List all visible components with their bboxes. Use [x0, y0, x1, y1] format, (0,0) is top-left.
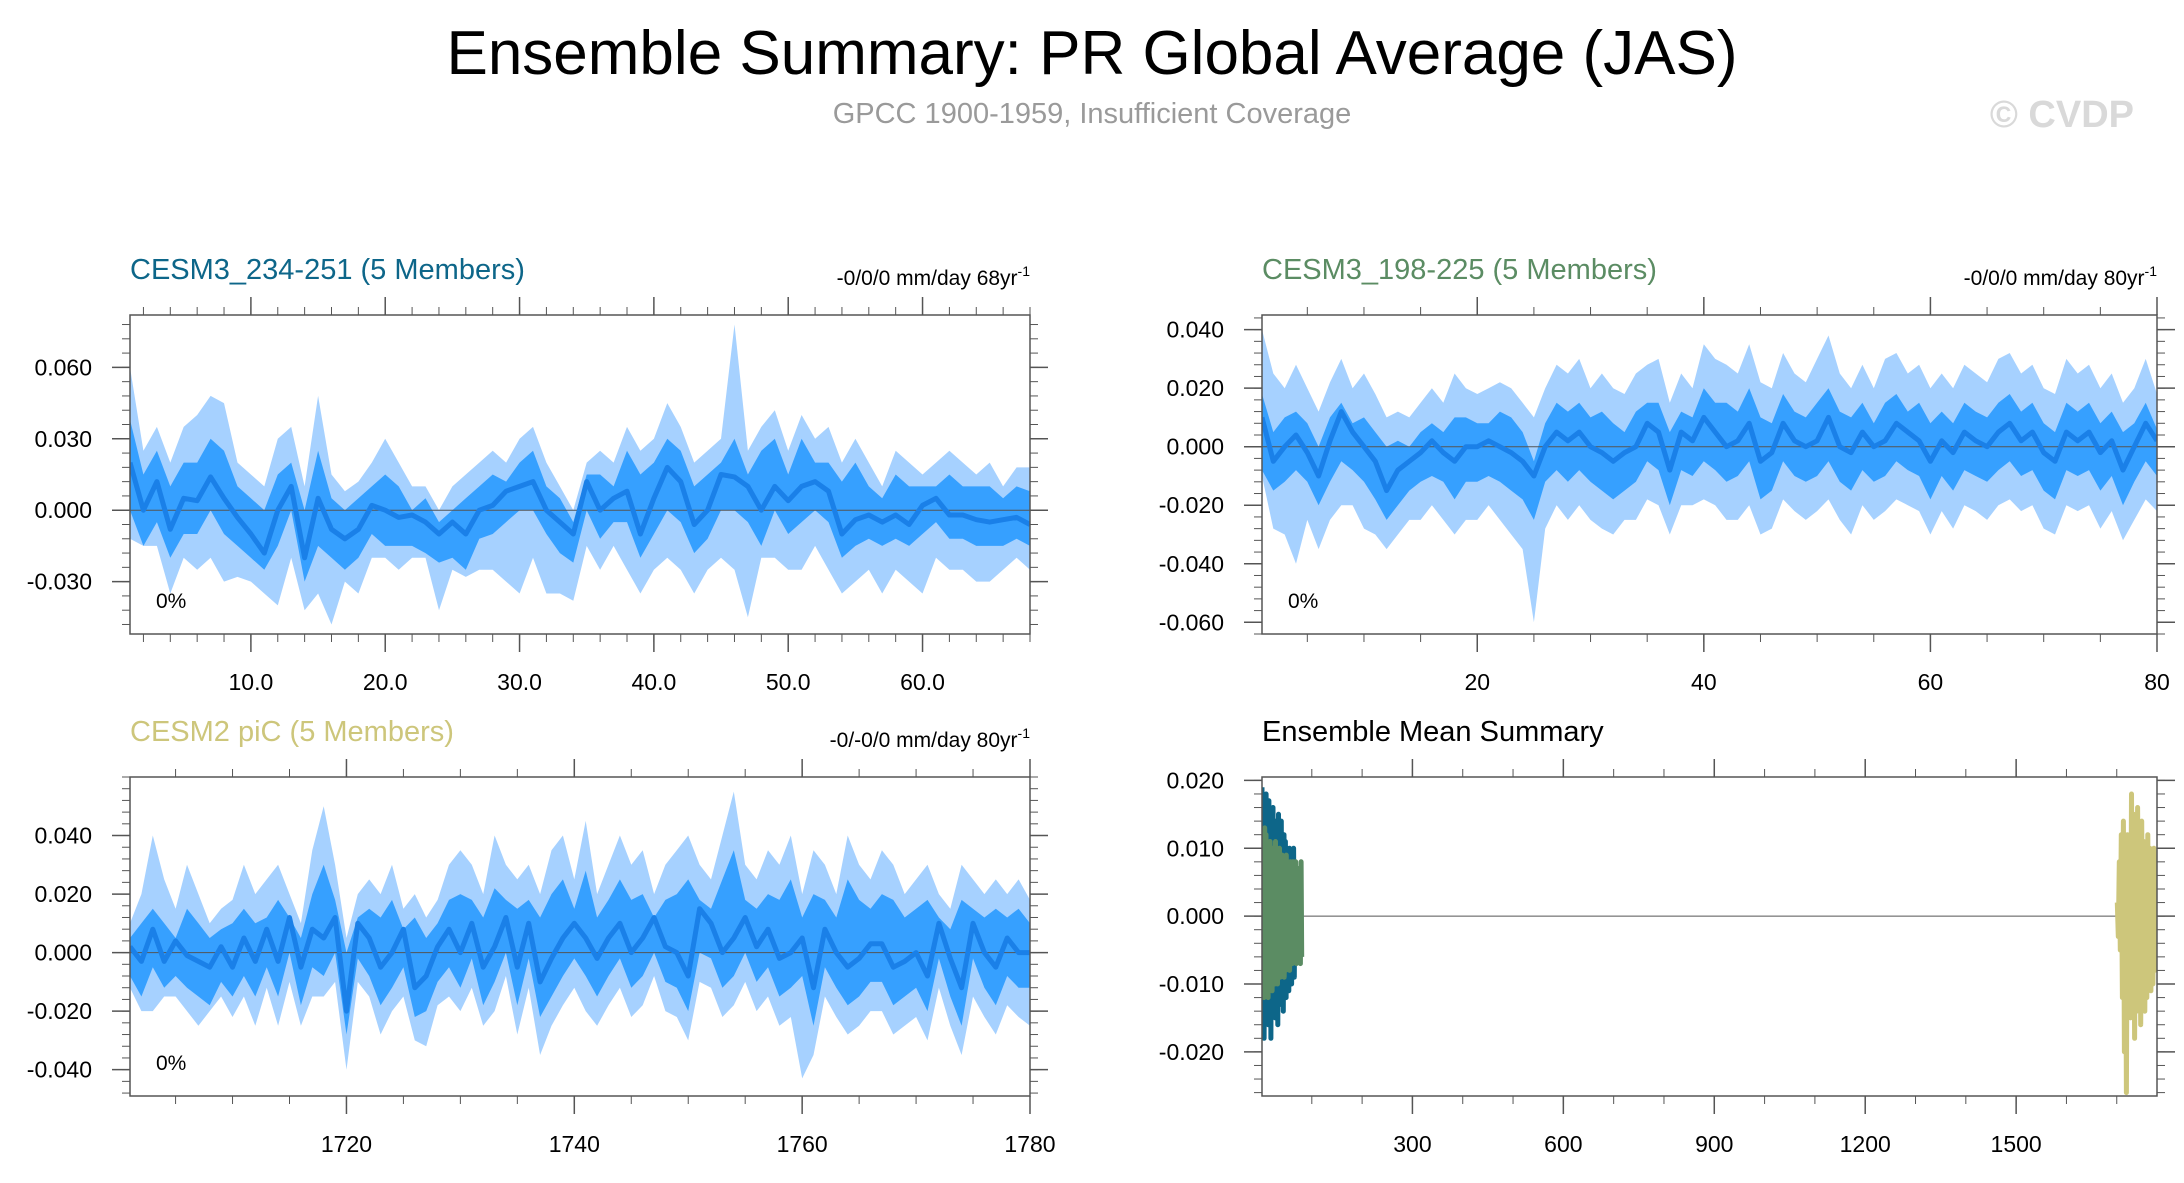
panel-cesm2-pic: CESM2 piC (5 Members) -0/-0/0 mm/day 80yr…: [27, 716, 1056, 1157]
x-tick-label: 50.0: [766, 669, 811, 695]
x-tick-label: 1740: [549, 1131, 600, 1157]
x-tick-label: 1720: [321, 1131, 372, 1157]
x-tick-label: 900: [1695, 1131, 1733, 1157]
panel-title: Ensemble Mean Summary: [1262, 716, 1604, 748]
plot-area: [130, 791, 1030, 1079]
trend-label: -0/0/0 mm/day 68yr-1: [837, 263, 1031, 290]
x-tick-label: 60.0: [900, 669, 945, 695]
x-tick-label: 1760: [777, 1131, 828, 1157]
y-tick-label: -0.020: [27, 998, 92, 1024]
y-tick-label: -0.040: [27, 1057, 92, 1083]
y-tick-label: 0.060: [34, 354, 92, 380]
x-tick-label: 40: [1691, 669, 1717, 695]
x-tick-label: 1200: [1840, 1131, 1891, 1157]
plot-area: [1262, 329, 2157, 623]
plot-frame: [1261, 314, 2158, 635]
panel-title: CESM3_198-225 (5 Members): [1262, 254, 1657, 286]
y-tick-label: 0.030: [34, 426, 92, 452]
y-tick-label: 0.000: [34, 497, 92, 523]
x-tick-label: 20.0: [363, 669, 408, 695]
series-max-min-band: [1262, 329, 2157, 623]
series-ensemble-mean: [1262, 409, 2157, 494]
plot-frame: [129, 776, 1031, 1097]
y-tick-label: -0.010: [1159, 971, 1224, 997]
plot-frame: [129, 314, 1031, 635]
panel-cesm3-198-225: CESM3_198-225 (5 Members) -0/0/0 mm/day 8…: [1159, 254, 2175, 695]
y-tick-label: -0.060: [1159, 609, 1224, 635]
y-tick-label: 0.000: [34, 940, 92, 966]
trend-label: -0/-0/0 mm/day 80yr-1: [830, 725, 1031, 752]
y-tick-label: 0.010: [1166, 835, 1224, 861]
x-tick-label: 600: [1544, 1131, 1582, 1157]
x-tick-label: 10.0: [229, 669, 274, 695]
watermark: © CVDP: [1989, 94, 2134, 136]
x-tick-label: 300: [1393, 1131, 1431, 1157]
y-tick-label: 0.000: [1166, 434, 1224, 460]
percent-label: 0%: [1288, 590, 1318, 613]
subtitle: GPCC 1900-1959, Insufficient Coverage: [832, 98, 1352, 130]
panel-title: CESM3_234-251 (5 Members): [130, 254, 525, 286]
y-tick-label: -0.030: [27, 569, 92, 595]
y-tick-label: -0.020: [1159, 492, 1224, 518]
y-tick-label: 0.020: [34, 881, 92, 907]
series-cesm2-pic: [2114, 791, 2157, 1096]
x-tick-label: 20: [1464, 669, 1490, 695]
x-tick-label: 40.0: [631, 669, 676, 695]
x-tick-label: 1500: [1991, 1131, 2042, 1157]
percent-label: 0%: [156, 1052, 186, 1075]
y-tick-label: 0.040: [1166, 317, 1224, 343]
y-tick-label: -0.020: [1159, 1039, 1224, 1065]
panel-cesm3-234-251: CESM3_234-251 (5 Members) -0/0/0 mm/day 6…: [27, 254, 1048, 695]
x-tick-label: 80: [2144, 669, 2170, 695]
plot-area: [1262, 787, 2157, 1096]
y-tick-label: 0.020: [1166, 767, 1224, 793]
percent-label: 0%: [156, 590, 186, 613]
trend-label: -0/0/0 mm/day 80yr-1: [1964, 263, 2158, 290]
x-tick-label: 30.0: [497, 669, 542, 695]
main-title: Ensemble Summary: PR Global Average (JAS…: [446, 19, 1738, 88]
series-ensemble-mean: [130, 461, 1030, 561]
plot-frame: [1261, 776, 2158, 1097]
panel-title: CESM2 piC (5 Members): [130, 716, 454, 748]
panel-ensemble-mean-summary: Ensemble Mean Summary -0.020 -0.010 0.000 0.…: [1159, 716, 2175, 1157]
series-max-min-band: [130, 324, 1030, 625]
x-tick-label: 60: [1918, 669, 1944, 695]
y-tick-label: -0.040: [1159, 551, 1224, 577]
y-tick-label: 0.020: [1166, 375, 1224, 401]
series-ensemble-mean: [130, 906, 1030, 1014]
series-cesm3-198-225: [1262, 825, 1305, 1001]
y-tick-label: 0.040: [34, 823, 92, 849]
series-interquartile-band: [1262, 388, 2157, 520]
y-tick-label: 0.000: [1166, 903, 1224, 929]
x-tick-label: 1780: [1004, 1131, 1055, 1157]
series-interquartile-band: [130, 850, 1030, 1035]
plot-area: [130, 324, 1030, 625]
